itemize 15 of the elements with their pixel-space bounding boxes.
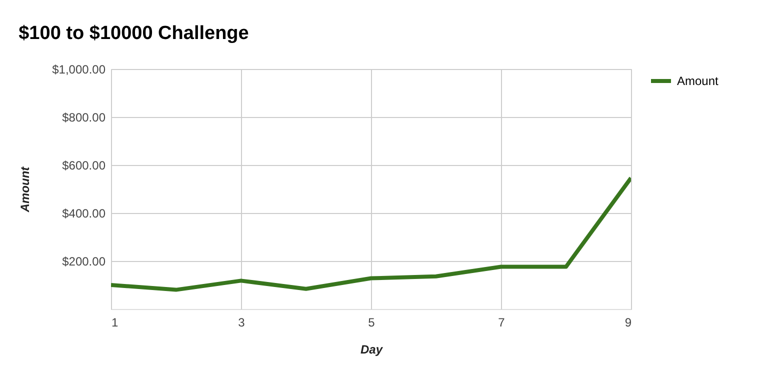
y-axis-title: Amount xyxy=(18,166,32,214)
line-series xyxy=(111,176,631,292)
x-tick-label: 1 xyxy=(112,316,118,330)
x-tick-label: 7 xyxy=(498,316,506,330)
y-tick-label: $1,000.00 xyxy=(52,62,106,76)
y-tick-label: $600.00 xyxy=(62,158,106,172)
x-axis-title: Day xyxy=(360,342,384,356)
x-tick-label: 9 xyxy=(624,316,632,330)
y-tick-label: $800.00 xyxy=(62,110,106,124)
chart-title: $100 to $10000 Challenge xyxy=(18,23,249,44)
y-tick-label: $400.00 xyxy=(62,206,106,220)
x-tick-label: 5 xyxy=(368,316,376,330)
y-tick-label: $200.00 xyxy=(62,254,106,268)
legend-label: Amount xyxy=(677,74,720,88)
x-tick-label: 3 xyxy=(238,316,246,330)
